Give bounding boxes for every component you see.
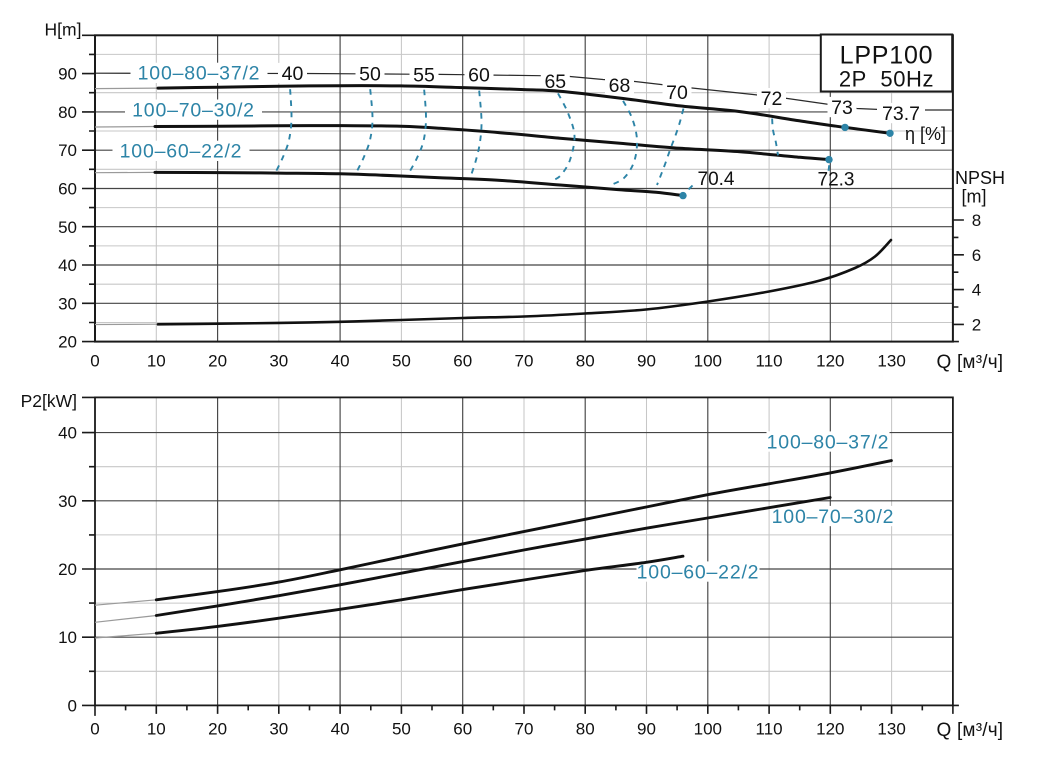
svg-text:60: 60 [58,180,77,199]
svg-text:20: 20 [58,333,77,352]
svg-text:8: 8 [972,211,981,230]
svg-text:20: 20 [208,719,227,738]
svg-text:60: 60 [453,719,472,738]
svg-text:100–70–30/2: 100–70–30/2 [772,506,895,528]
svg-text:80: 80 [58,103,77,122]
svg-text:50: 50 [359,63,381,85]
svg-text:70: 70 [515,719,534,738]
svg-text:73: 73 [831,97,853,119]
svg-text:100: 100 [694,351,722,370]
svg-text:80: 80 [576,719,595,738]
svg-text:90: 90 [58,65,77,84]
svg-text:90: 90 [637,351,656,370]
svg-text:100–60–22/2: 100–60–22/2 [637,561,760,583]
svg-text:100: 100 [694,719,722,738]
svg-text:130: 130 [877,719,905,738]
svg-text:100–70–30/2: 100–70–30/2 [132,100,255,122]
svg-text:100–80–37/2: 100–80–37/2 [138,63,261,85]
svg-text:30: 30 [269,351,288,370]
svg-text:70.4: 70.4 [698,169,735,190]
svg-text:[m]: [m] [962,186,987,206]
svg-text:72.3: 72.3 [818,170,855,191]
svg-text:60: 60 [468,64,490,86]
svg-text:10: 10 [147,719,166,738]
svg-text:65: 65 [544,71,566,93]
svg-text:130: 130 [877,351,905,370]
svg-text:2P 50Hz: 2P 50Hz [839,66,934,91]
svg-text:110: 110 [756,351,783,370]
svg-text:70: 70 [666,82,688,104]
svg-text:2: 2 [972,315,981,334]
svg-text:0: 0 [90,351,99,370]
svg-text:80: 80 [576,351,595,370]
svg-text:50: 50 [392,719,411,738]
svg-text:0: 0 [68,696,77,715]
svg-text:100–60–22/2: 100–60–22/2 [120,141,243,163]
svg-text:30: 30 [58,294,77,313]
svg-text:0: 0 [90,719,99,738]
svg-text:40: 40 [331,351,350,370]
svg-text:100–80–37/2: 100–80–37/2 [767,431,890,453]
svg-text:P2[kW]: P2[kW] [21,391,77,411]
svg-text:Q [м³/ч]: Q [м³/ч] [937,720,1004,741]
svg-text:68: 68 [609,75,631,97]
svg-text:30: 30 [58,492,77,511]
svg-text:NPSH: NPSH [955,168,1005,188]
svg-text:90: 90 [637,719,656,738]
svg-text:H[m]: H[m] [45,19,82,39]
svg-text:10: 10 [147,351,166,370]
svg-text:30: 30 [269,719,288,738]
svg-text:110: 110 [756,719,783,738]
svg-text:120: 120 [816,719,844,738]
svg-text:20: 20 [58,560,77,579]
svg-text:4: 4 [972,281,981,300]
svg-text:73.7: 73.7 [882,103,920,125]
svg-text:LPP100: LPP100 [840,41,934,69]
svg-text:70: 70 [515,351,534,370]
svg-text:60: 60 [453,351,472,370]
svg-text:40: 40 [331,719,350,738]
svg-text:55: 55 [413,64,435,86]
svg-text:40: 40 [58,424,77,443]
svg-text:70: 70 [58,141,77,160]
svg-text:50: 50 [58,218,77,237]
svg-text:10: 10 [58,628,77,647]
svg-text:50: 50 [392,351,411,370]
svg-text:6: 6 [972,246,981,265]
svg-text:120: 120 [816,351,844,370]
svg-text:η [%]: η [%] [905,124,946,144]
svg-text:20: 20 [208,351,227,370]
svg-text:40: 40 [282,63,304,85]
svg-text:Q [м³/ч]: Q [м³/ч] [937,352,1004,373]
svg-text:72: 72 [761,88,783,110]
svg-text:40: 40 [58,256,77,275]
